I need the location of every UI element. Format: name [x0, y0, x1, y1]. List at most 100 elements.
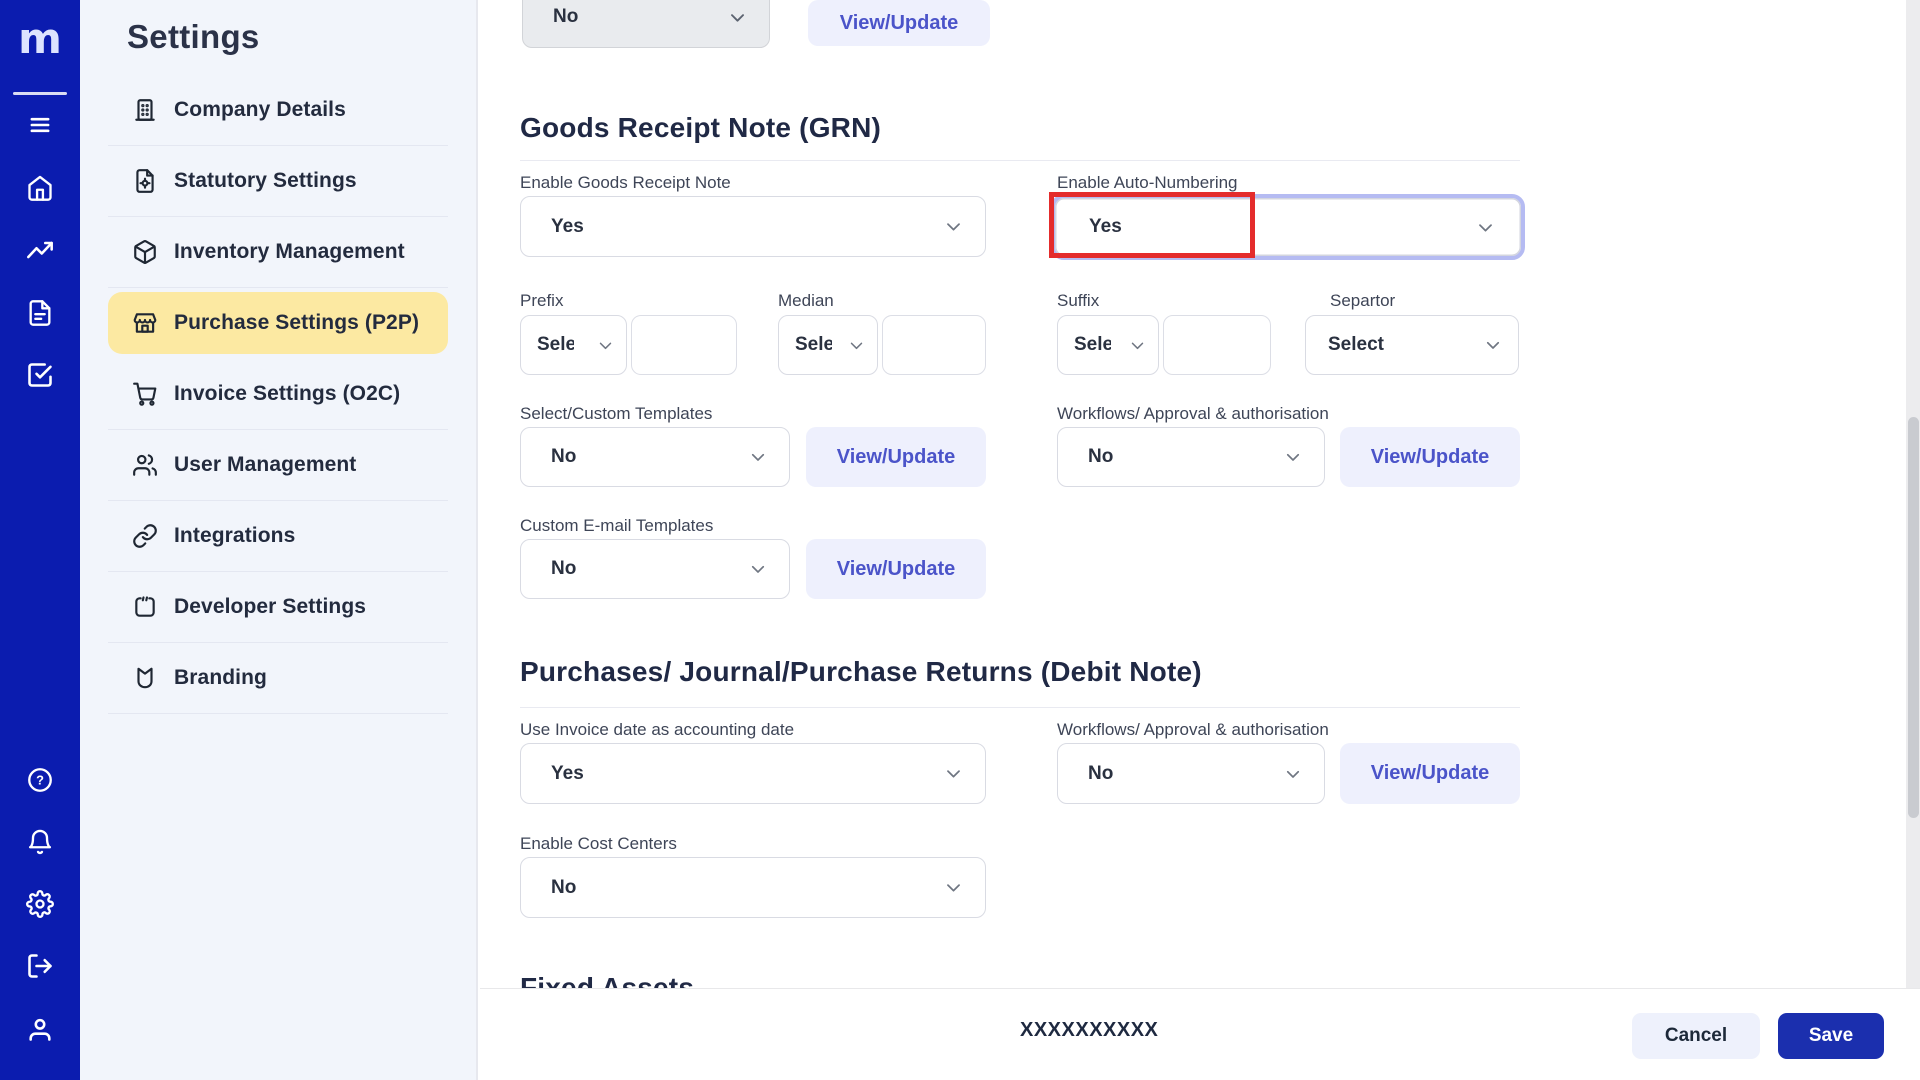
- sidebar-item-label: Integrations: [174, 524, 296, 547]
- sidebar-item-inventory-management[interactable]: Inventory Management: [108, 217, 448, 288]
- chevron-down-icon: [597, 337, 614, 354]
- top-view-update-button[interactable]: View/Update: [808, 0, 990, 46]
- sidebar-item-label: Purchase Settings (P2P): [174, 311, 420, 334]
- purchases-workflows-label: Workflows/ Approval & authorisation: [1057, 720, 1329, 739]
- suffix-label: Suffix: [1057, 291, 1100, 310]
- sidebar-item-developer-settings[interactable]: Developer Settings: [108, 572, 448, 643]
- median-label: Median: [778, 291, 834, 310]
- cancel-button[interactable]: Cancel: [1632, 1013, 1760, 1059]
- email-templates-dropdown[interactable]: No: [520, 539, 790, 599]
- purchases-workflows-view-update-button[interactable]: View/Update: [1340, 743, 1520, 804]
- cost-centers-dropdown[interactable]: No: [520, 857, 986, 918]
- grn-workflows-dropdown[interactable]: No: [1057, 427, 1325, 487]
- app-logo[interactable]: m: [18, 14, 62, 63]
- cost-centers-value: No: [551, 876, 577, 898]
- tasks-icon[interactable]: [26, 361, 54, 389]
- save-button[interactable]: Save: [1778, 1013, 1884, 1059]
- separtor-select[interactable]: Select: [1305, 315, 1519, 375]
- purchases-workflows-dropdown[interactable]: No: [1057, 743, 1325, 804]
- building-icon: [132, 97, 158, 123]
- median-select[interactable]: Select: [778, 315, 878, 375]
- scrollbar-track[interactable]: [1906, 0, 1920, 988]
- help-icon[interactable]: ?: [26, 766, 54, 794]
- profile-icon[interactable]: [26, 1015, 54, 1043]
- grn-workflows-value: No: [1088, 446, 1114, 467]
- logout-icon[interactable]: [26, 952, 54, 980]
- enable-auto-numbering-dropdown[interactable]: Yes: [1051, 194, 1525, 260]
- menu-icon[interactable]: [26, 111, 54, 139]
- grn-workflows-label: Workflows/ Approval & authorisation: [1057, 404, 1329, 423]
- page-title: Settings: [127, 18, 260, 55]
- nav-rail: m ?: [0, 0, 80, 1080]
- suffix-select[interactable]: Select: [1057, 315, 1159, 375]
- sidebar-item-user-management[interactable]: User Management: [108, 430, 448, 501]
- scrollbar-thumb[interactable]: [1907, 417, 1919, 818]
- link-icon: [132, 523, 158, 549]
- file-badge-icon: [132, 168, 158, 194]
- median-select-value: Select: [795, 334, 832, 355]
- settings-icon[interactable]: [26, 890, 54, 918]
- home-icon[interactable]: [26, 174, 54, 202]
- top-dropdown-value: No: [553, 6, 579, 27]
- invoice-date-value: Yes: [551, 762, 584, 784]
- sidebar-item-invoice-settings[interactable]: Invoice Settings (O2C): [108, 359, 448, 430]
- enable-auto-numbering-label: Enable Auto-Numbering: [1057, 173, 1238, 192]
- sidebar-item-label: Developer Settings: [174, 595, 367, 618]
- templates-label: Select/Custom Templates: [520, 404, 713, 423]
- rail-divider: [13, 92, 67, 95]
- box-icon: [132, 239, 158, 265]
- chevron-down-icon: [944, 217, 963, 236]
- median-input[interactable]: [882, 315, 986, 375]
- chevron-down-icon: [848, 337, 865, 354]
- enable-grn-value: Yes: [551, 215, 584, 237]
- sidebar-item-label: Invoice Settings (O2C): [174, 382, 401, 405]
- chevron-down-icon: [749, 560, 767, 578]
- bookmark-icon: [132, 665, 158, 691]
- chevron-down-icon: [1284, 448, 1302, 466]
- svg-text:?: ?: [36, 773, 44, 788]
- enable-auto-numbering-value: Yes: [1089, 216, 1122, 237]
- chevron-down-icon: [728, 8, 747, 27]
- prefix-select[interactable]: Select: [520, 315, 627, 375]
- sidebar-item-label: Inventory Management: [174, 240, 405, 263]
- chevron-down-icon: [749, 448, 767, 466]
- sidebar-item-label: User Management: [174, 453, 357, 476]
- code-icon: [132, 594, 158, 620]
- sidebar-item-label: Company Details: [174, 98, 346, 121]
- masked-text: XXXXXXXXXX: [1020, 1019, 1159, 1041]
- email-templates-value: No: [551, 558, 577, 579]
- email-templates-view-update-button[interactable]: View/Update: [806, 539, 986, 599]
- sidebar-item-label: Branding: [174, 666, 267, 689]
- grn-workflows-view-update-button[interactable]: View/Update: [1340, 427, 1520, 487]
- invoice-date-label: Use Invoice date as accounting date: [520, 720, 795, 739]
- prefix-label: Prefix: [520, 291, 564, 310]
- trending-icon[interactable]: [26, 236, 54, 264]
- chevron-down-icon: [1129, 337, 1146, 354]
- suffix-select-value: Select: [1074, 334, 1111, 355]
- section-divider: [520, 707, 1520, 708]
- chevron-down-icon: [1484, 336, 1502, 354]
- prefix-input[interactable]: [631, 315, 737, 375]
- sidebar-item-company-details[interactable]: Company Details: [108, 75, 448, 146]
- sidebar-item-statutory-settings[interactable]: Statutory Settings: [108, 146, 448, 217]
- prefix-select-value: Select: [537, 334, 574, 355]
- templates-value: No: [551, 446, 577, 467]
- suffix-input[interactable]: [1163, 315, 1271, 375]
- separtor-select-value: Select: [1328, 334, 1384, 355]
- top-dropdown[interactable]: No: [522, 0, 770, 48]
- templates-view-update-button[interactable]: View/Update: [806, 427, 986, 487]
- invoice-date-dropdown[interactable]: Yes: [520, 743, 986, 804]
- cart-icon: [132, 381, 158, 407]
- section-title-purchases: Purchases/ Journal/Purchase Returns (Deb…: [520, 656, 1202, 687]
- chevron-down-icon: [944, 764, 963, 783]
- sidebar-item-branding[interactable]: Branding: [108, 643, 448, 714]
- settings-sidebar: Settings Company Details Statutory Setti…: [80, 0, 478, 1080]
- templates-dropdown[interactable]: No: [520, 427, 790, 487]
- documents-icon[interactable]: [26, 299, 54, 327]
- enable-grn-dropdown[interactable]: Yes: [520, 196, 986, 257]
- notifications-icon[interactable]: [26, 828, 54, 856]
- users-icon: [132, 452, 158, 478]
- sidebar-item-purchase-settings[interactable]: Purchase Settings (P2P): [108, 292, 448, 354]
- sidebar-item-integrations[interactable]: Integrations: [108, 501, 448, 572]
